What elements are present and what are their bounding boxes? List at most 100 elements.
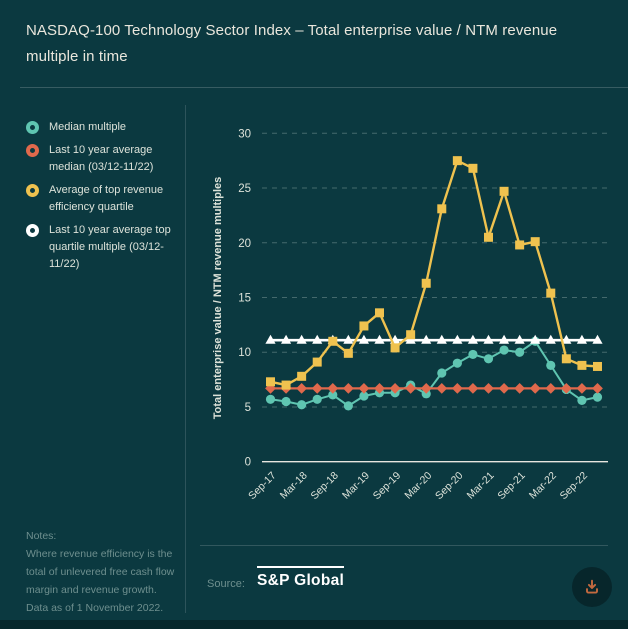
data-point (406, 330, 416, 340)
sp-global-logo: S&P Global (257, 566, 345, 590)
data-point (452, 156, 462, 166)
data-point (514, 334, 525, 344)
legend-item-top-quartile: Average of top revenue efficiency quarti… (26, 182, 180, 216)
data-point (296, 334, 307, 344)
x-tick-label: Mar-19 (340, 470, 372, 502)
data-point (421, 389, 431, 399)
x-tick-label: Mar-18 (278, 470, 310, 502)
notes-body: Where revenue efficiency is the total of… (26, 548, 175, 614)
legend-dot-yellow-icon (26, 184, 39, 197)
data-point (483, 232, 493, 242)
data-point (483, 382, 494, 394)
data-point (545, 382, 557, 394)
data-point (561, 334, 572, 344)
data-point (343, 334, 354, 344)
data-point (452, 358, 462, 368)
data-point (280, 334, 292, 344)
data-point (515, 347, 525, 357)
x-tick-label: Mar-20 (402, 470, 434, 502)
data-point (420, 382, 432, 394)
data-point (390, 343, 400, 353)
source-divider (200, 545, 608, 546)
y-tick-label: 30 (238, 128, 251, 140)
data-point (328, 390, 338, 400)
data-point (311, 382, 323, 394)
data-point (265, 394, 276, 404)
data-point (296, 382, 308, 394)
data-point (374, 308, 384, 318)
data-point (468, 349, 478, 360)
y-tick-label: 5 (245, 402, 251, 414)
data-point (592, 382, 603, 394)
title-divider (20, 87, 628, 88)
x-tick-label: Mar-22 (527, 470, 559, 502)
data-point (576, 334, 588, 344)
x-tick-label: Sep-20 (433, 470, 466, 503)
data-point (405, 334, 416, 344)
legend-dot-teal-icon (26, 121, 39, 134)
data-point (576, 382, 588, 394)
data-point (514, 382, 526, 394)
x-tick-label: Mar-21 (465, 470, 497, 502)
data-point (467, 382, 479, 394)
notes-heading: Notes: (26, 530, 57, 542)
data-point (546, 288, 556, 298)
data-point (499, 345, 509, 355)
chart: 0 5 10 15 20 25 30 Total enterprise value / NTM… (212, 128, 608, 503)
embed-bottom-edge (0, 620, 628, 629)
x-tick-label: Sep-19 (371, 470, 404, 503)
data-point (327, 382, 339, 394)
y-axis-title: Total enterprise value / NTM revenue mul… (212, 177, 224, 419)
data-point (358, 382, 370, 394)
data-point (577, 360, 587, 370)
data-point (265, 382, 276, 394)
data-point (342, 382, 354, 394)
data-point (483, 354, 494, 364)
data-point (561, 354, 571, 364)
legend-item-label: Average of top revenue efficiency quarti… (49, 184, 164, 213)
data-point (389, 382, 401, 394)
data-point (421, 334, 432, 344)
y-tick-label: 0 (245, 457, 251, 469)
legend-dot-orange-icon (26, 144, 39, 157)
download-button[interactable] (572, 567, 612, 607)
x-tick-label: Sep-17 (246, 470, 279, 503)
data-point (515, 240, 525, 250)
data-point (358, 334, 370, 344)
x-tick-label: Sep-21 (495, 470, 528, 503)
data-point (483, 334, 494, 344)
data-point (498, 382, 510, 394)
chart-notes: Notes: Where revenue efficiency is the t… (26, 527, 180, 617)
x-tick-label: Sep-22 (558, 470, 591, 503)
data-point (266, 377, 275, 387)
download-icon (586, 579, 598, 594)
data-point (265, 334, 276, 344)
data-point (437, 368, 447, 378)
data-point (421, 278, 431, 288)
series-line (269, 340, 599, 407)
data-point (312, 357, 322, 367)
data-point (297, 400, 307, 410)
legend-dot-white-icon (26, 224, 39, 237)
data-point (328, 336, 338, 346)
data-point (452, 334, 463, 344)
data-point (281, 380, 291, 390)
data-point (546, 360, 556, 370)
legend-item-label: Last 10 year average median (03/12-11/22… (49, 144, 154, 173)
data-point (436, 334, 447, 344)
data-point (297, 371, 307, 381)
data-point (281, 396, 291, 407)
data-point (560, 382, 572, 394)
data-point (545, 334, 556, 344)
legend-chart-divider (185, 105, 186, 613)
y-tick-label: 10 (238, 347, 251, 359)
data-point (343, 401, 353, 411)
data-point (530, 334, 541, 344)
data-point (499, 186, 509, 196)
data-point (468, 163, 478, 173)
x-tick-label: Sep-18 (308, 470, 341, 503)
data-point (359, 391, 369, 401)
data-point (467, 334, 479, 344)
legend-item-median-multiple: Median multiple (26, 119, 180, 136)
data-point (592, 392, 603, 402)
